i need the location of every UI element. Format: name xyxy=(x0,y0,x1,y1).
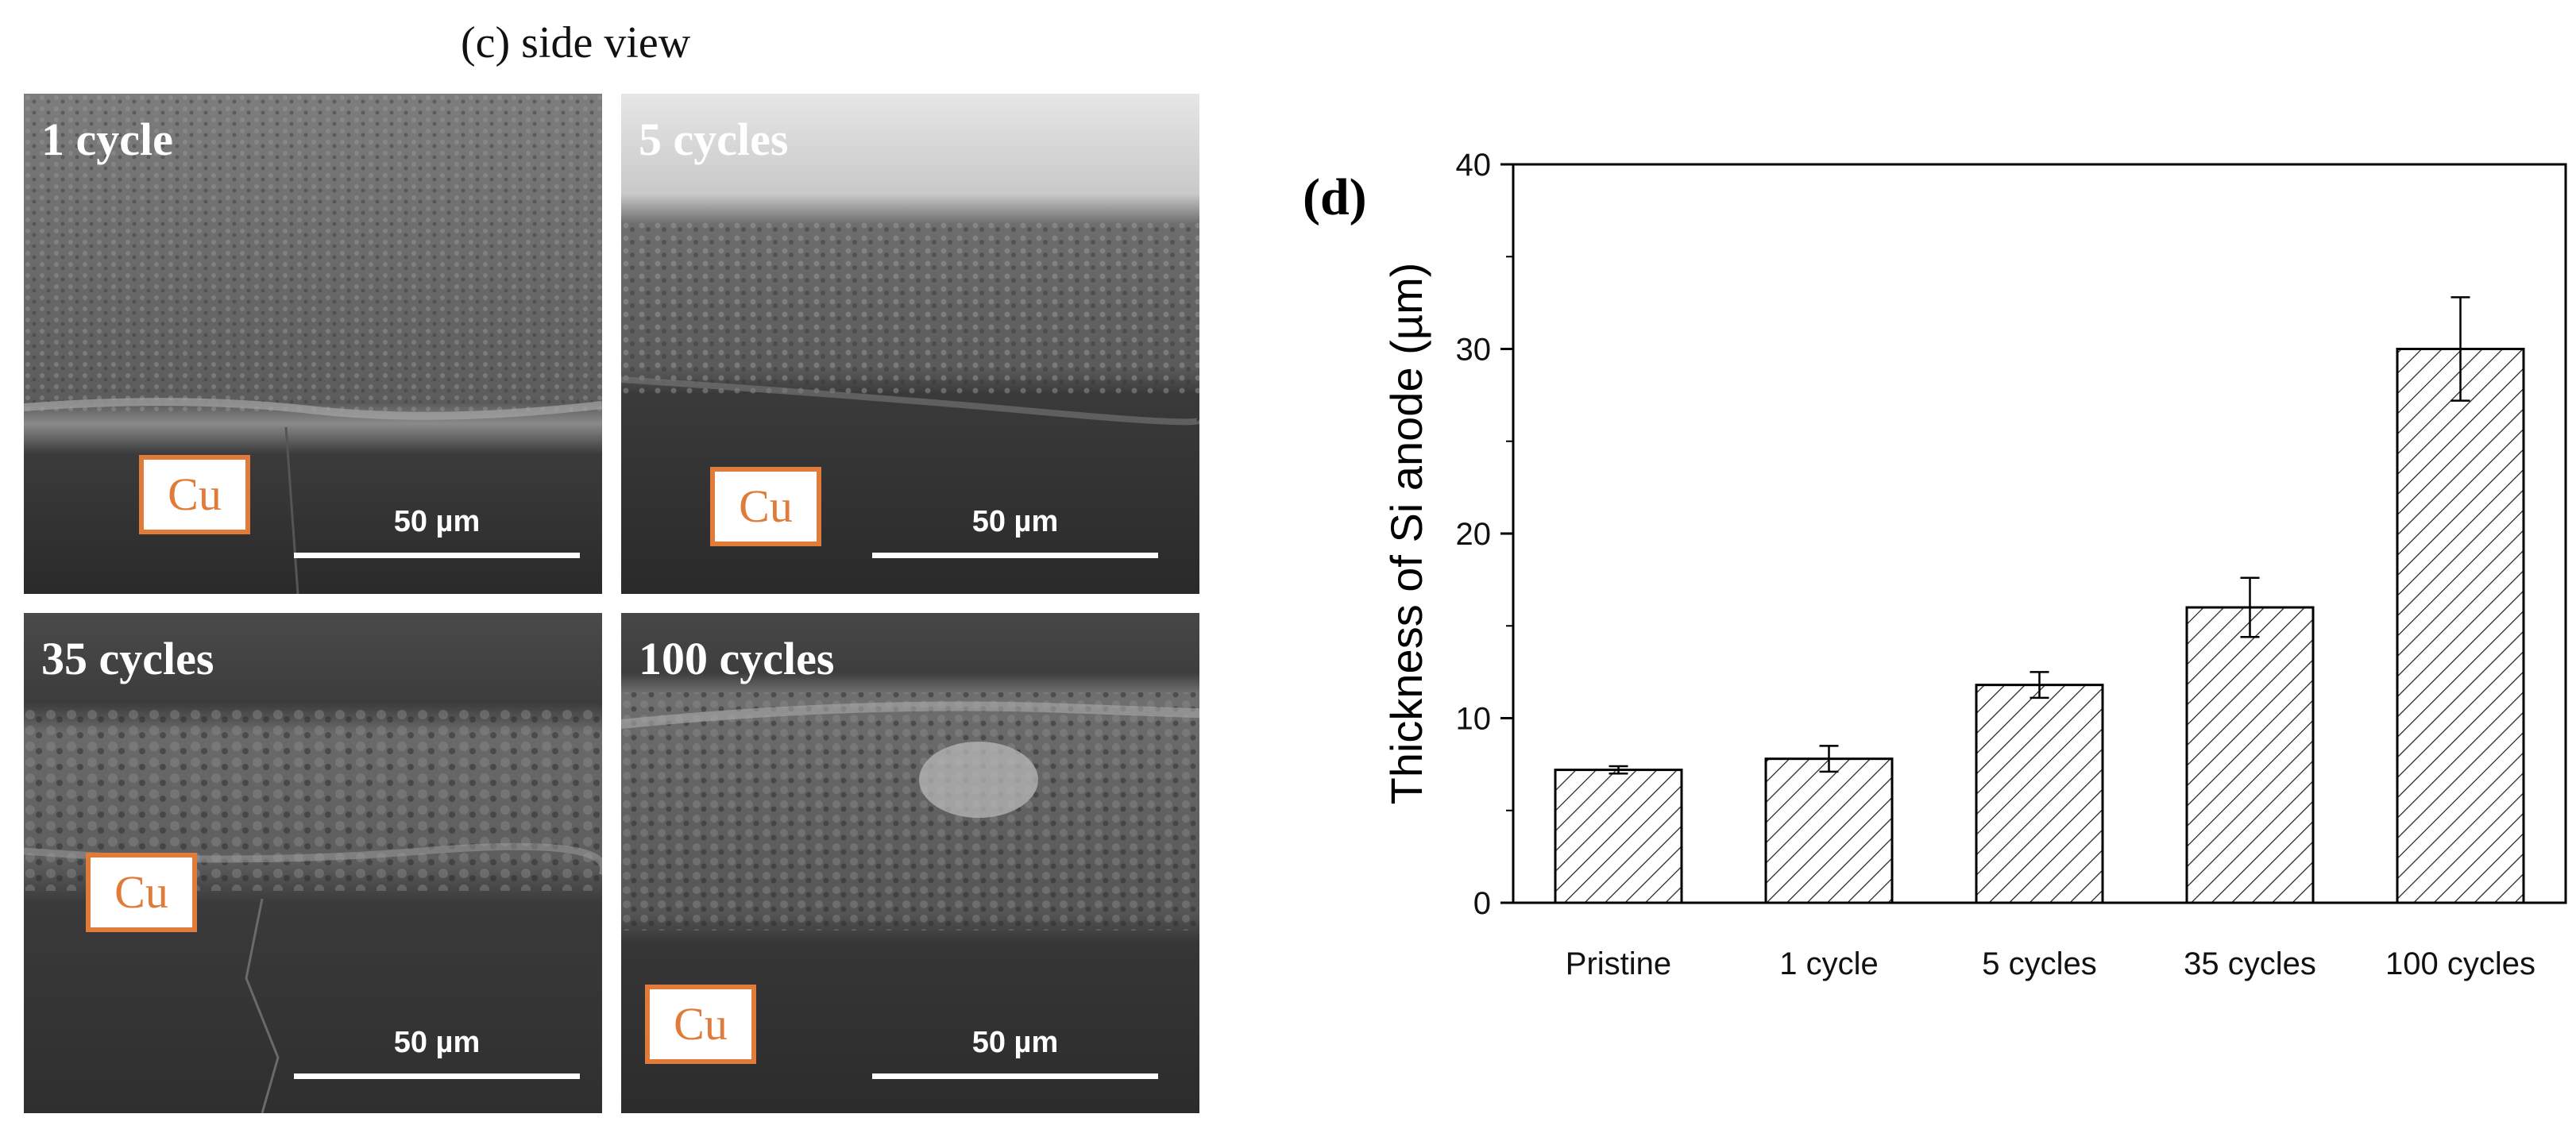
cu-label: Cu xyxy=(139,455,250,534)
x-tick-label: 1 cycle xyxy=(1779,946,1879,981)
y-axis-label: Thickness of Si anode (µm) xyxy=(1381,263,1431,805)
cu-label: Cu xyxy=(645,985,756,1064)
x-tick-label: Pristine xyxy=(1566,946,1671,981)
y-tick-label: 40 xyxy=(1456,148,1492,183)
scale-bar xyxy=(872,553,1158,558)
sem-image xyxy=(24,94,602,594)
x-tick-label: 35 cycles xyxy=(2184,946,2316,981)
y-tick-label: 10 xyxy=(1456,702,1492,737)
sem-image xyxy=(621,613,1199,1113)
bar-1-cycle xyxy=(1764,757,1894,904)
sem-panel-5-cycles: 5 cycles Cu 50 µm xyxy=(621,94,1199,594)
panel-label-d: (d) xyxy=(1303,168,1367,226)
bar-35-cycles xyxy=(2185,606,2315,904)
sem-cycle-label: 100 cycles xyxy=(639,633,835,684)
scale-bar xyxy=(294,1073,580,1079)
sem-panel-1-cycle: 1 cycle Cu 50 µm xyxy=(24,94,602,594)
scale-bar-label: 50 µm xyxy=(971,505,1059,538)
y-tick-label: 20 xyxy=(1456,517,1492,552)
sem-image xyxy=(621,94,1199,594)
cu-label: Cu xyxy=(86,853,197,932)
x-tick-label: 5 cycles xyxy=(1982,946,2097,981)
cu-label: Cu xyxy=(710,467,821,546)
scale-bar xyxy=(294,553,580,558)
scale-bar-label: 50 µm xyxy=(393,505,481,538)
x-tick-label: 100 cycles xyxy=(2385,946,2535,981)
y-tick-label: 0 xyxy=(1473,886,1491,921)
bar-5-cycles xyxy=(1975,684,2104,904)
sem-panel-35-cycles: 35 cycles Cu 50 µm xyxy=(24,613,602,1113)
sem-cycle-label: 5 cycles xyxy=(639,114,789,165)
bar-100-cycles xyxy=(2396,348,2525,904)
scale-bar-label: 50 µm xyxy=(971,1026,1059,1059)
scale-bar xyxy=(872,1073,1158,1079)
bars xyxy=(1554,296,2525,904)
tick-labels: 0 10 20 30 40 Pristine 1 cycle 5 cycles 35 cycle… xyxy=(1456,148,2535,981)
figure-caption: (c) side view xyxy=(461,18,691,67)
sem-cycle-label: 1 cycle xyxy=(41,114,173,165)
bar-pristine xyxy=(1554,769,1683,904)
sem-panel-100-cycles: 100 cycles Cu 50 µm xyxy=(621,613,1199,1113)
y-tick-label: 30 xyxy=(1456,333,1492,368)
scale-bar-label: 50 µm xyxy=(393,1026,481,1059)
sem-cycle-label: 35 cycles xyxy=(41,633,214,684)
